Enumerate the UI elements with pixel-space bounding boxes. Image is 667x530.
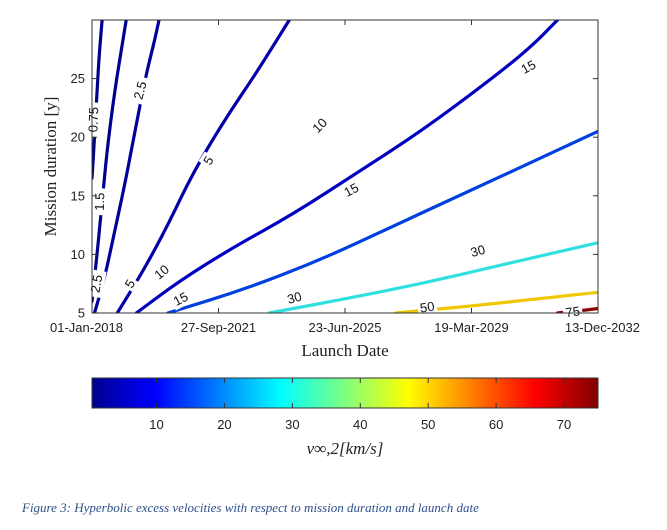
- contour-label-text: 2.5: [87, 273, 105, 293]
- contour-label-text: 15: [518, 57, 538, 77]
- contour-label: 30: [466, 240, 490, 262]
- contour-label: 1.5: [91, 188, 109, 216]
- contour-label-text: 30: [285, 289, 303, 307]
- contour-label: 50: [416, 297, 438, 317]
- y-tick-label: 25: [71, 71, 85, 86]
- contour-label-text: 50: [419, 299, 435, 316]
- colorbar-tick-label: 70: [557, 417, 571, 432]
- y-tick-label: 10: [71, 247, 85, 262]
- contour-label: 5: [198, 151, 219, 170]
- colorbar-tick-label: 50: [421, 417, 435, 432]
- contour-label: 10: [307, 113, 333, 138]
- y-axis-ticks: 5 10 15 20 25: [71, 71, 598, 321]
- contour-labels: 0.75 1.5 2.5 2.5 5 5 10 10 15 15 15 30 30 50 75: [84, 55, 584, 322]
- colorbar-tick-label: 10: [149, 417, 163, 432]
- contour-label-text: 30: [469, 242, 487, 260]
- y-tick-label: 20: [71, 130, 85, 145]
- y-tick-label: 5: [78, 306, 85, 321]
- contour-label: 5: [120, 274, 140, 293]
- contour-label-text: 15: [171, 289, 191, 309]
- contour-label-text: 75: [564, 303, 580, 320]
- colorbar-tick-label: 30: [285, 417, 299, 432]
- contour-label-text: 1.5: [92, 192, 108, 211]
- x-tick-label: 19-Mar-2029: [434, 320, 508, 335]
- x-tick-label: 01-Jan-2018: [50, 320, 123, 335]
- contour-label: 0.75: [84, 102, 102, 138]
- x-axis-ticks: 01-Jan-2018 27-Sep-2021 23-Jun-2025 19-Mar-…: [50, 20, 640, 335]
- plot-background: [92, 20, 598, 313]
- contour-label: 75: [562, 302, 584, 322]
- colorbar-ticks: 10 20 30 40 50 60 70: [149, 378, 571, 432]
- contour-label: 30: [283, 287, 306, 309]
- colorbar: [91, 377, 599, 409]
- contour-line: [166, 129, 598, 313]
- x-axis-label: Launch Date: [301, 341, 388, 360]
- contour-line: [134, 20, 560, 313]
- colorbar-tick-label: 60: [489, 417, 503, 432]
- colorbar-gradient: [92, 378, 598, 408]
- y-tick-label: 15: [71, 188, 85, 203]
- plot-area: [92, 20, 598, 313]
- y-axis-label: Mission duration [y]: [41, 97, 60, 237]
- contour-label: 10: [149, 259, 175, 285]
- figure-caption: Figure 3: Hyperbolic excess velocities w…: [22, 500, 479, 515]
- colorbar-tick-label: 40: [353, 417, 367, 432]
- contour-label: 15: [339, 178, 364, 202]
- contour-label: 15: [168, 287, 193, 311]
- contour-label-text: 0.75: [85, 107, 101, 133]
- contour-label: 15: [516, 55, 541, 79]
- colorbar-tick-label: 20: [217, 417, 231, 432]
- contour-label-text: 2.5: [131, 80, 150, 101]
- x-tick-label: 27-Sep-2021: [181, 320, 256, 335]
- x-tick-label: 23-Jun-2025: [309, 320, 382, 335]
- contour-line: [267, 241, 598, 313]
- colorbar-frame: [91, 377, 599, 409]
- contour-label-text: 15: [341, 180, 361, 200]
- contour-line: [115, 20, 291, 313]
- contour-label: 2.5: [128, 75, 152, 106]
- x-tick-label: 13-Dec-2032: [565, 320, 640, 335]
- colorbar-label: v∞,2[km/s]: [307, 439, 384, 458]
